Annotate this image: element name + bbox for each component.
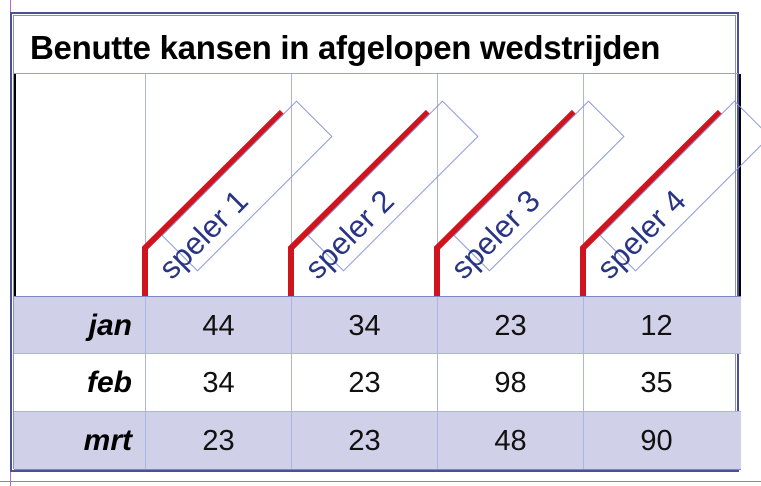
player-header-4: speler 4: [580, 100, 761, 296]
row-label: mrt: [83, 424, 132, 457]
table-cell: 23: [291, 354, 437, 412]
header-left-bar: [14, 74, 16, 296]
table-cell: 34: [291, 297, 437, 354]
header-label-box: [161, 100, 333, 272]
header-label-box: [307, 100, 479, 272]
column-divider-2: [291, 74, 292, 296]
player-header-label: speler 2: [298, 183, 401, 286]
row-label: feb: [87, 366, 132, 399]
row-divider: [14, 353, 741, 354]
row-label: jan: [88, 309, 132, 342]
header-right-bar: [739, 74, 741, 296]
header-accent-stroke: [288, 109, 431, 296]
header-accent-stroke: [580, 109, 723, 296]
guide-line-bottom: [0, 481, 761, 482]
row-divider: [14, 411, 741, 412]
column-divider-4: [583, 74, 584, 296]
table-frame: [10, 12, 739, 472]
table-title: Benutte kansen in afgelopen wedstrijden: [30, 29, 661, 66]
header-label-box: [599, 100, 761, 272]
player-header-label: speler 1: [152, 183, 255, 286]
table-cell: 44: [145, 297, 291, 354]
title-rule: [14, 73, 738, 74]
column-divider-3: [437, 74, 438, 296]
player-header: speler 1 speler 2 speler 3 speler 4: [142, 100, 761, 296]
data-rows: jan 44 34 23 12 feb 34 23 98 35 mrt 23 2…: [14, 296, 741, 470]
header-label-box: [453, 100, 625, 272]
player-header-label: speler 4: [590, 183, 693, 286]
table-cell: 12: [583, 297, 729, 354]
table-row: feb 34 23 98 35: [14, 354, 741, 412]
table-cell: 23: [437, 297, 583, 354]
table-cell: 98: [437, 354, 583, 412]
header-accent-stroke: [142, 109, 285, 296]
player-header-label: speler 3: [444, 183, 547, 286]
table-cell: 23: [291, 412, 437, 469]
table-row: mrt 23 23 48 90: [14, 412, 741, 470]
table-cell: 34: [145, 354, 291, 412]
table-cell: 48: [437, 412, 583, 469]
header-accent-stroke: [434, 109, 577, 296]
table-cell: 23: [145, 412, 291, 469]
table-row: jan 44 34 23 12: [14, 296, 741, 354]
table-cell: 35: [583, 354, 729, 412]
column-divider-1: [145, 74, 146, 296]
table-cell: 90: [583, 412, 729, 469]
